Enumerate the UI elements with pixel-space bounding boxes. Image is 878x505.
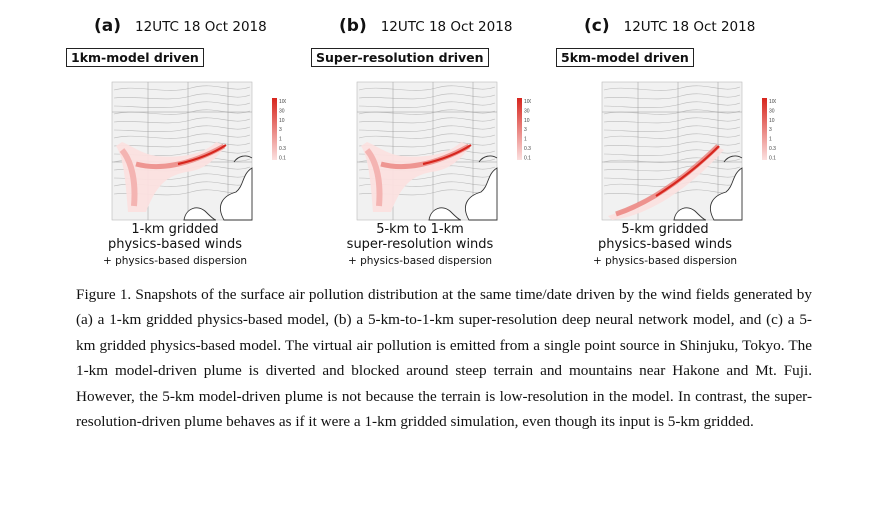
colorbar-tick: 3 bbox=[769, 127, 772, 133]
pollution-plume bbox=[361, 142, 472, 212]
panel-header: (c) 12UTC 18 Oct 2018 bbox=[584, 16, 755, 36]
panel-letter: (a) bbox=[94, 16, 122, 36]
colorbar-tick: 0.1 bbox=[279, 155, 286, 161]
caption-line-3: + physics-based dispersion bbox=[102, 255, 248, 267]
colorbar bbox=[762, 98, 767, 160]
panel-header: (a) 12UTC 18 Oct 2018 bbox=[94, 16, 267, 36]
sea-area bbox=[710, 167, 743, 221]
sea-area bbox=[465, 167, 498, 221]
colorbar-tick: 100 bbox=[769, 99, 776, 105]
coastline bbox=[723, 155, 743, 163]
panel-letter: (b) bbox=[339, 16, 367, 36]
caption-line-3: + physics-based dispersion bbox=[347, 255, 493, 267]
panel-letter: (c) bbox=[584, 16, 610, 36]
panel-caption: 5-km to 1-km super-resolution winds + ph… bbox=[305, 222, 535, 268]
panel-caption: 1-km gridded physics-based winds + physi… bbox=[60, 222, 290, 268]
bay-area bbox=[183, 207, 217, 221]
colorbar-tick: 10 bbox=[524, 118, 530, 124]
panel-a: (a) 12UTC 18 Oct 2018 1km-model driven 1… bbox=[60, 16, 310, 271]
caption-line-1: 1-km gridded bbox=[131, 222, 219, 237]
sea-area bbox=[220, 167, 253, 221]
colorbar-tick: 0.1 bbox=[524, 155, 531, 161]
mode-label: 5km-model driven bbox=[556, 48, 694, 67]
colorbar-tick: 3 bbox=[279, 127, 282, 133]
mode-label: 1km-model driven bbox=[66, 48, 204, 67]
colorbar-tick: 0.3 bbox=[769, 146, 776, 152]
caption-line-2: physics-based winds bbox=[107, 237, 243, 252]
colorbar bbox=[272, 98, 277, 160]
caption-line-1: 5-km gridded bbox=[621, 222, 709, 237]
colorbar-tick: 30 bbox=[769, 108, 775, 114]
colorbar bbox=[517, 98, 522, 160]
panel-time: 12UTC 18 Oct 2018 bbox=[380, 19, 513, 35]
colorbar-tick: 100 bbox=[524, 99, 531, 105]
caption-line-1: 5-km to 1-km bbox=[376, 222, 464, 237]
panel-b: (b) 12UTC 18 Oct 2018 Super-resolution d… bbox=[305, 16, 555, 271]
panel-time: 12UTC 18 Oct 2018 bbox=[135, 19, 267, 35]
panel-header: (b) 12UTC 18 Oct 2018 bbox=[339, 16, 512, 36]
bay-area bbox=[428, 207, 462, 221]
colorbar-tick: 1 bbox=[524, 137, 527, 143]
caption-line-2: physics-based winds bbox=[597, 237, 733, 252]
panel-c: (c) 12UTC 18 Oct 2018 5km-model driven 1… bbox=[550, 16, 800, 271]
colorbar-tick: 0.3 bbox=[279, 146, 286, 152]
coastline bbox=[233, 155, 253, 163]
bay-area bbox=[673, 207, 707, 221]
pollution-plume bbox=[608, 144, 724, 220]
caption-line-2: super-resolution winds bbox=[346, 237, 494, 252]
coastline bbox=[478, 155, 498, 163]
colorbar-tick: 3 bbox=[524, 127, 527, 133]
colorbar-tick: 30 bbox=[524, 108, 530, 114]
colorbar-tick: 10 bbox=[279, 118, 285, 124]
caption-line-3: + physics-based dispersion bbox=[592, 255, 738, 267]
colorbar-tick: 1 bbox=[279, 137, 282, 143]
colorbar-tick: 1 bbox=[769, 137, 772, 143]
figure-caption: Figure 1. Snapshots of the surface air p… bbox=[76, 286, 812, 431]
panel-caption: 5-km gridded physics-based winds + physi… bbox=[550, 222, 780, 268]
colorbar-tick: 10 bbox=[769, 118, 775, 124]
pollution-plume bbox=[116, 142, 227, 212]
colorbar-tick: 30 bbox=[279, 108, 285, 114]
colorbar-tick: 100 bbox=[279, 99, 286, 105]
colorbar-tick: 0.1 bbox=[769, 155, 776, 161]
colorbar-tick: 0.3 bbox=[524, 146, 531, 152]
mode-label: Super-resolution driven bbox=[311, 48, 489, 67]
panel-time: 12UTC 18 Oct 2018 bbox=[623, 19, 756, 35]
